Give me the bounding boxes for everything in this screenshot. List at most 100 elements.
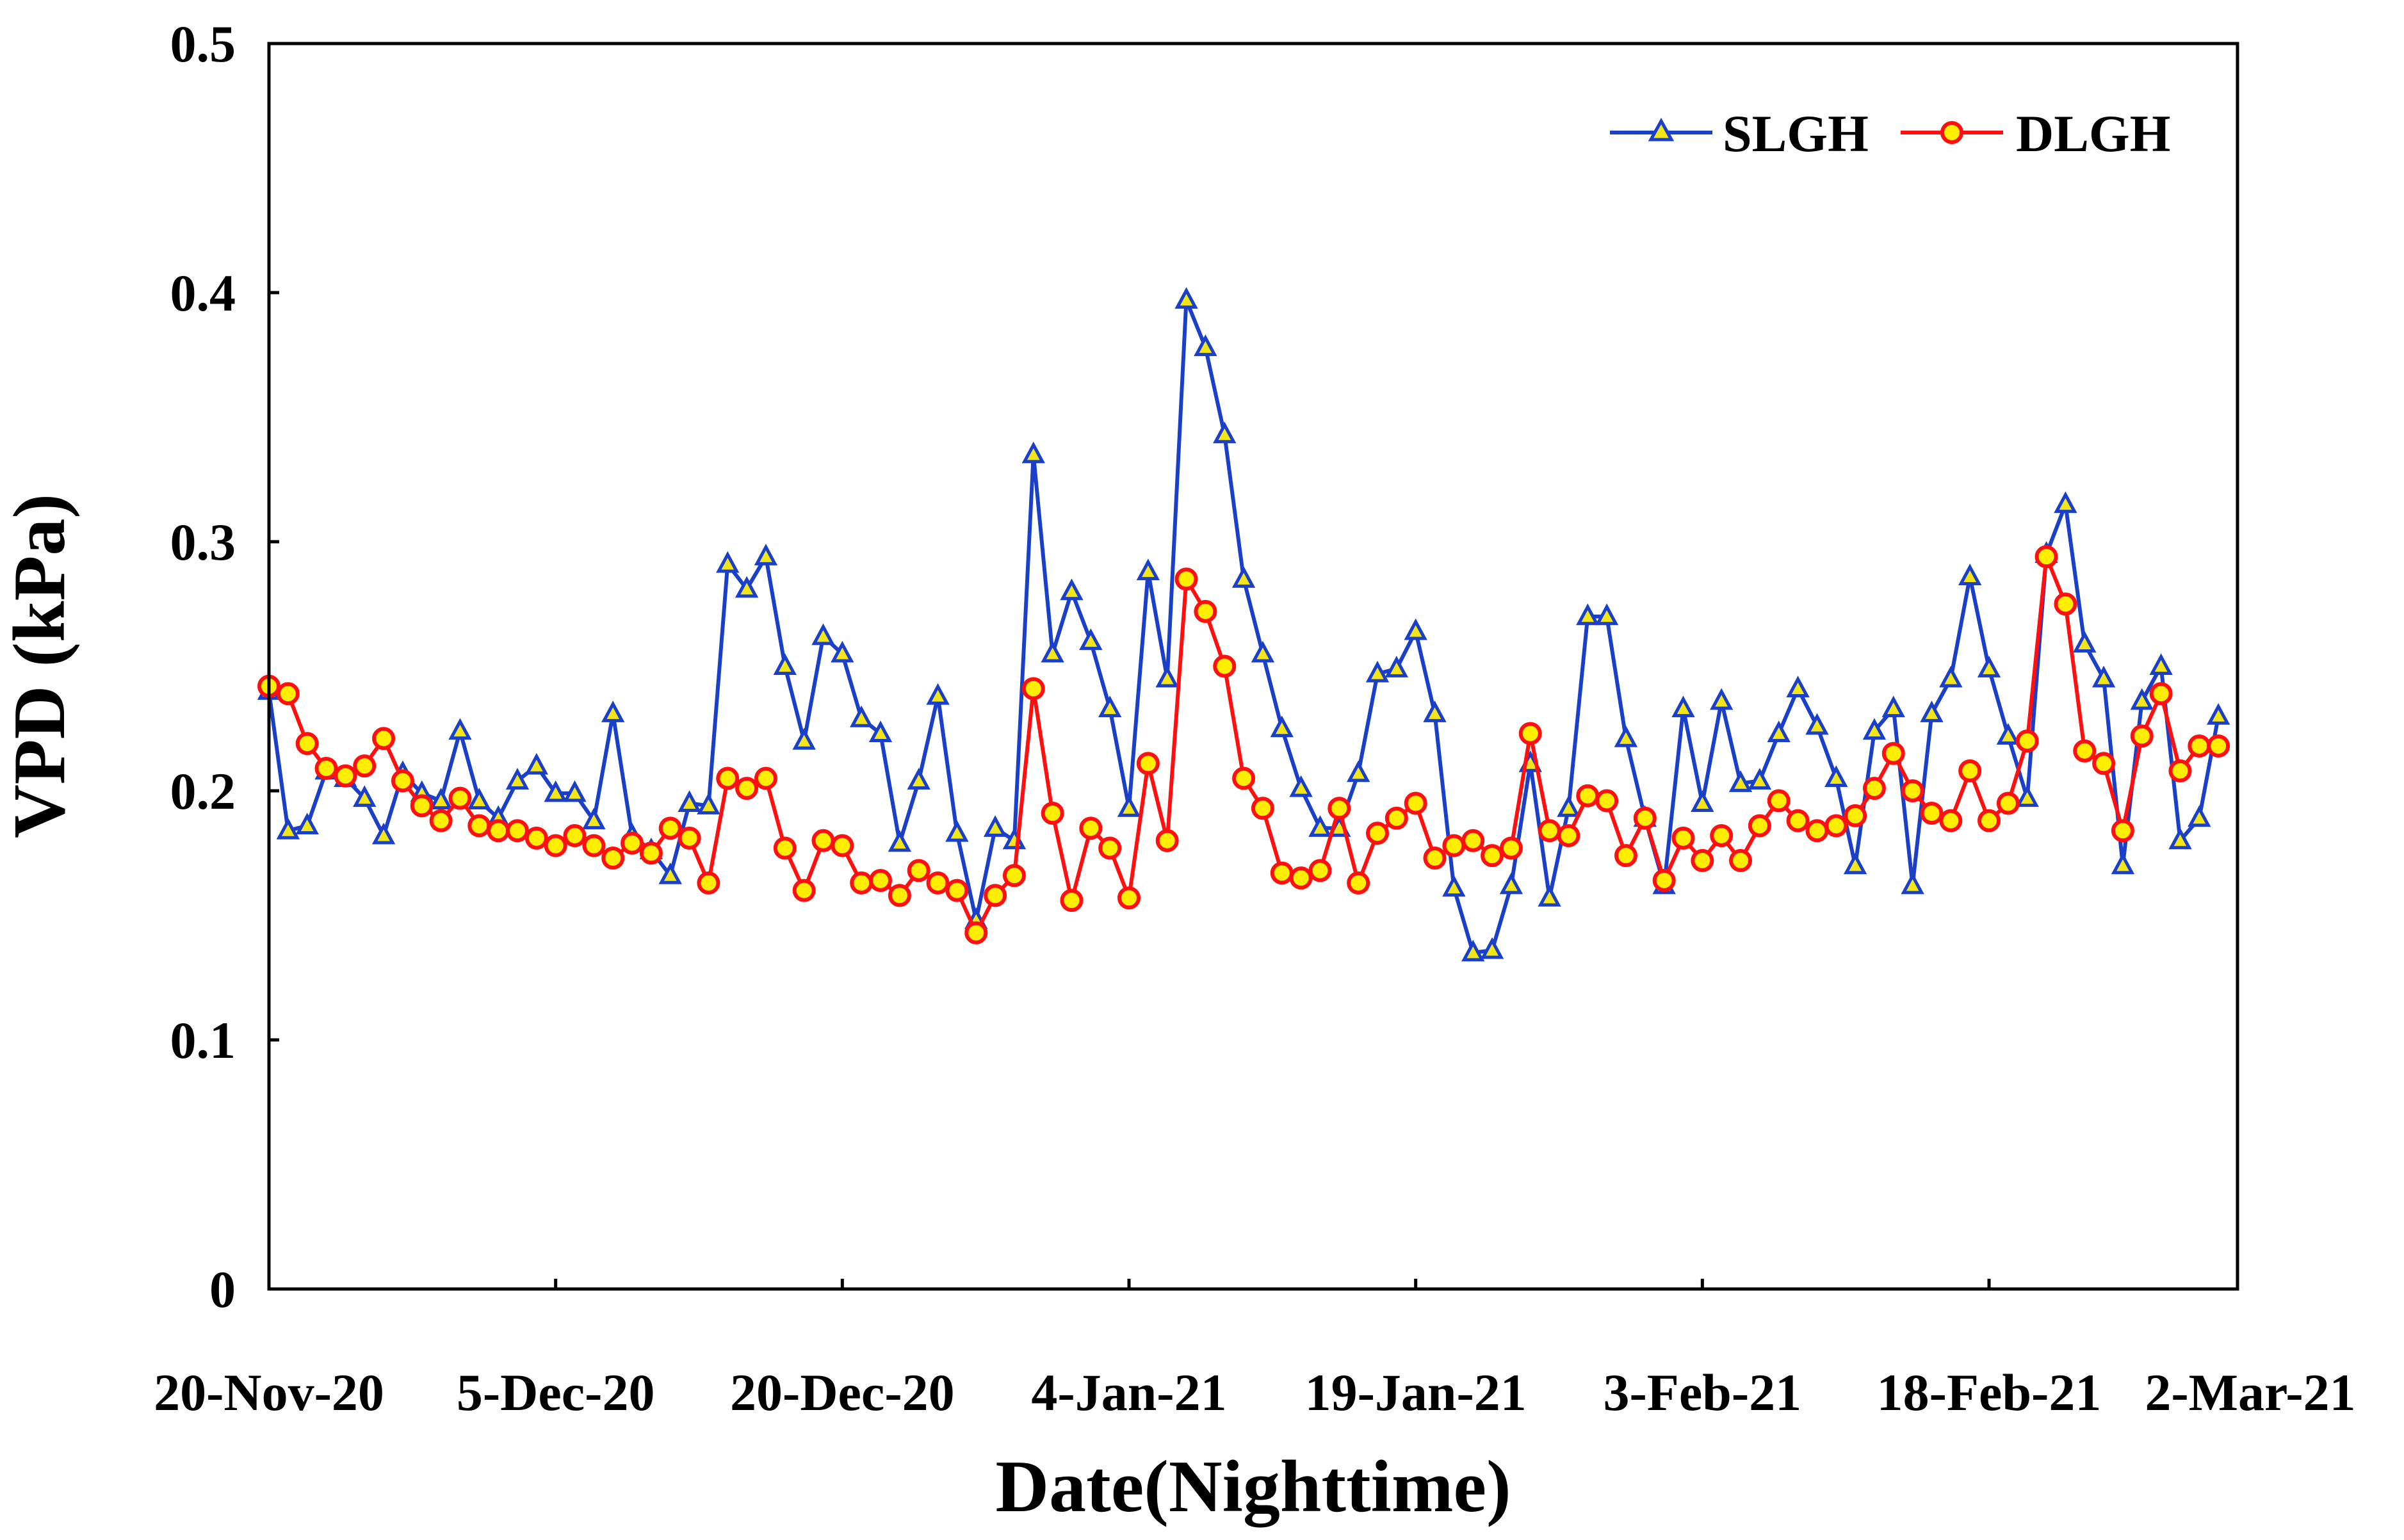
data-point-dlgh [964,921,988,944]
data-point-dlgh [984,884,1007,907]
data-point-slgh [1461,939,1485,962]
data-point-slgh [831,640,854,663]
data-point-slgh [1041,640,1064,663]
x-tick-labels: 20-Nov-20 5-Dec-20 20-Dec-20 4-Jan-21 19-Jan… [154,1363,2356,1422]
y-tick-label: 0 [209,1260,236,1318]
y-tick-label: 0.3 [170,513,236,571]
series-layer [257,287,2230,962]
data-point-dlgh [505,819,529,843]
data-point-slgh [716,551,740,573]
data-point-dlgh [1538,819,1561,843]
data-point-dlgh [295,732,319,756]
data-point-dlgh [1862,777,1886,800]
data-point-slgh [524,752,549,775]
data-point-slgh [907,768,930,790]
data-point-dlgh [1557,824,1580,848]
data-point-dlgh [1021,677,1045,701]
data-point-dlgh [1691,848,1714,872]
data-point-slgh [1213,421,1237,444]
data-point-slgh [1404,618,1427,640]
data-point-slgh [1117,795,1141,817]
data-point-slgh [1576,603,1600,626]
x-tick-label: 4-Jan-21 [1031,1363,1226,1422]
legend-label-slgh: SLGH [1723,104,1869,163]
data-point-slgh [563,780,587,802]
data-point-dlgh [601,847,625,870]
y-tick-labels: 0 0.1 0.2 0.3 0.4 0.5 [170,15,236,1318]
data-point-slgh [1786,676,1810,698]
data-point-dlgh [1251,797,1274,820]
data-point-slgh [1748,768,1772,790]
data-point-dlgh [1767,789,1791,813]
data-point-dlgh [467,814,491,838]
data-point-slgh [735,576,759,598]
data-point-dlgh [1060,889,1084,912]
data-point-dlgh [1710,824,1734,848]
x-tick-label: 2-Mar-21 [2145,1363,2355,1422]
data-point-dlgh [2149,682,2173,706]
data-point-dlgh [945,879,969,902]
data-point-slgh [945,820,969,842]
data-point-slgh [1862,718,1887,740]
data-point-slgh [926,683,950,705]
data-point-dlgh [2168,759,2192,782]
data-point-dlgh [639,841,663,865]
data-point-dlgh [869,869,893,893]
data-point-dlgh [276,682,300,706]
data-point-dlgh [1213,654,1237,678]
data-point-slgh [1174,287,1198,309]
data-point-slgh [1671,695,1695,718]
data-point-dlgh [1881,742,1905,765]
series-slgh [257,287,2230,962]
data-point-dlgh [1939,809,1963,832]
data-point-dlgh [448,786,472,810]
data-point-slgh [678,790,701,812]
data-point-dlgh [582,834,606,857]
data-point-slgh [1996,723,2020,745]
data-point-slgh [773,653,797,675]
data-point-dlgh [1098,836,1122,860]
data-point-dlgh [1576,784,1600,807]
data-point-dlgh [1499,836,1523,860]
data-point-slgh [544,780,567,802]
data-point-dlgh [2130,724,2154,748]
y-axis-title: VPD (kPa) [0,494,81,838]
data-point-slgh [353,785,377,807]
data-point-dlgh [1174,567,1198,591]
x-tick-label: 19-Jan-21 [1305,1363,1527,1422]
data-point-dlgh [1518,722,1542,745]
data-point-dlgh [2111,819,2134,843]
data-point-dlgh [1308,859,1332,882]
data-point-slgh [1365,660,1390,683]
data-point-dlgh [1404,791,1427,815]
data-point-dlgh [907,859,930,882]
x-axis-title: Date(Nighttime) [995,1446,1511,1528]
data-point-slgh [1194,334,1217,357]
data-point-dlgh [1920,802,1944,825]
data-point-slgh [888,830,912,852]
data-point-slgh [2149,653,2173,675]
data-point-slgh [448,718,472,740]
legend-marker-slgh [1648,117,1675,142]
data-point-dlgh [1423,847,1447,870]
data-point-dlgh [1729,848,1753,872]
data-point-slgh [1346,760,1370,782]
x-tick-label: 20-Dec-20 [730,1363,955,1422]
data-point-dlgh [754,766,777,790]
data-point-slgh [1499,872,1523,895]
data-point-slgh [2111,852,2135,875]
data-point-dlgh [2034,545,2058,569]
x-tick-label: 18-Feb-21 [1877,1363,2102,1422]
data-point-dlgh [544,834,567,857]
data-point-dlgh [487,819,510,843]
y-tick-label: 0.4 [170,264,236,322]
data-point-slgh [1958,563,1982,585]
data-point-slgh [1920,701,1944,722]
plot-frame [267,42,2239,1291]
data-point-slgh [868,720,893,743]
data-point-slgh [2073,631,2097,652]
data-point-dlgh [1844,804,1867,827]
data-point-dlgh [1041,802,1064,825]
data-point-slgh [658,862,682,884]
data-point-dlgh [850,871,873,895]
